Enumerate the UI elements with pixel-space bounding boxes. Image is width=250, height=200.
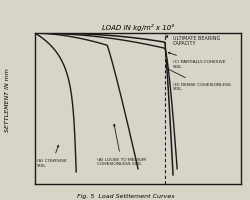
Text: ULTIMATE BEARING
CAPACITY: ULTIMATE BEARING CAPACITY bbox=[165, 36, 220, 46]
Text: (D) DENSE COHESIONLESS
SOIL: (D) DENSE COHESIONLESS SOIL bbox=[166, 69, 230, 91]
Text: (B) COHESIVE
SOIL: (B) COHESIVE SOIL bbox=[37, 145, 67, 167]
Text: SETTLEMENT IN mm: SETTLEMENT IN mm bbox=[5, 68, 10, 132]
Text: Fig. 5  Load Settlement Curves: Fig. 5 Load Settlement Curves bbox=[76, 193, 174, 198]
Text: (C) PARTIALLY-COHESIVE
SOIL: (C) PARTIALLY-COHESIVE SOIL bbox=[168, 53, 225, 68]
Title: LOAD IN kg/m² x 10³: LOAD IN kg/m² x 10³ bbox=[102, 24, 173, 31]
Text: (A) LOOSE TO MEDIUM
COHESIONLESS SOIL: (A) LOOSE TO MEDIUM COHESIONLESS SOIL bbox=[96, 125, 145, 166]
